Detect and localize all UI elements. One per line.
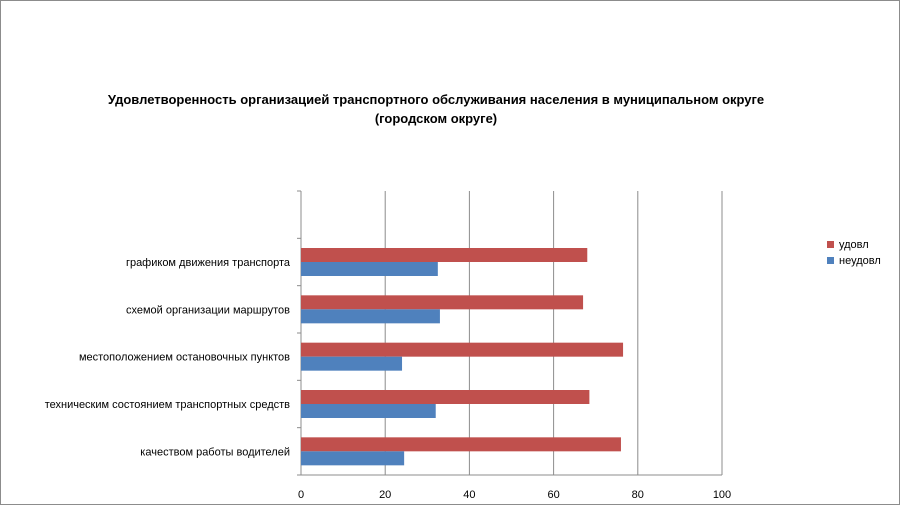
chart-title-line-2: (городском округе)	[374, 111, 498, 126]
x-tick-label-0: 0	[298, 489, 304, 501]
x-tick-label-60: 60	[547, 489, 559, 501]
bar-неудовл-1	[301, 309, 440, 324]
legend-swatch-неудовл	[827, 257, 834, 264]
bar-удовл-2	[301, 342, 624, 357]
legend-label-неудовл: неудовл	[839, 255, 881, 267]
bar-неудовл-4	[301, 451, 405, 466]
legend-label-удовл: удовл	[839, 239, 869, 251]
category-label-1: схемой организации маршрутов	[126, 304, 290, 316]
bar-неудовл-3	[301, 404, 436, 418]
bar-неудовл-0	[301, 262, 438, 276]
x-tick-label-40: 40	[463, 489, 475, 501]
category-label-4: качеством работы водителей	[140, 446, 290, 458]
legend-swatch-удовл	[827, 241, 834, 248]
category-label-3: техническим состоянием транспортных сред…	[45, 399, 290, 411]
bar-удовл-3	[301, 390, 590, 404]
category-label-0: графиком движения транспорта	[126, 257, 291, 269]
x-tick-label-20: 20	[379, 489, 391, 501]
x-tick-label-80: 80	[632, 489, 644, 501]
bar-удовл-1	[301, 295, 584, 310]
chart-title-line-1: Удовлетворенность организацией транспорт…	[107, 92, 765, 107]
bar-удовл-0	[301, 248, 588, 262]
bar-неудовл-2	[301, 356, 403, 371]
bar-удовл-4	[301, 437, 621, 452]
chart-title: Удовлетворенность организацией транспорт…	[61, 90, 811, 128]
category-label-2: местоположением остановочных пунктов	[79, 352, 290, 364]
x-tick-label-100: 100	[713, 489, 731, 501]
